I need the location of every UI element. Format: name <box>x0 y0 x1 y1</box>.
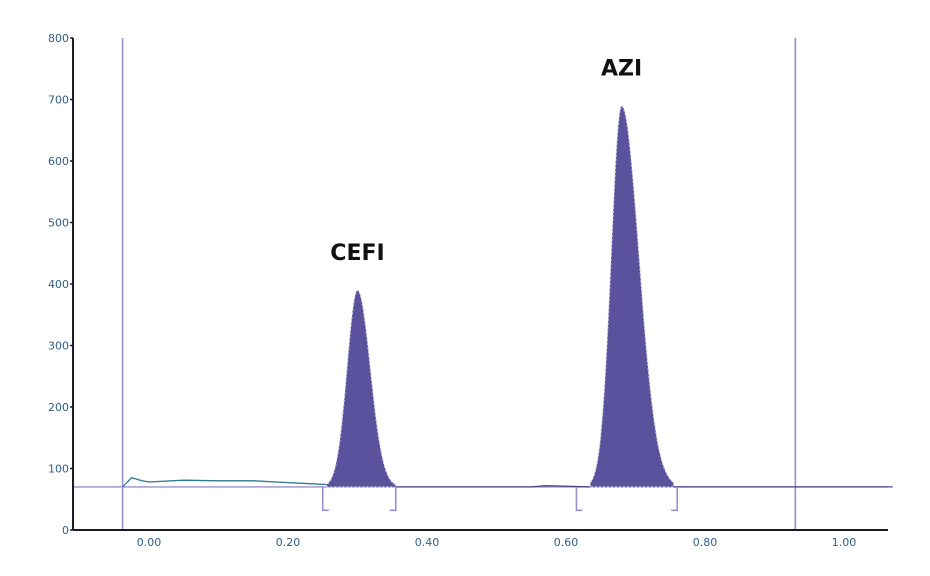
integration-brackets <box>321 486 678 512</box>
peak-label-azi: AZI <box>601 57 642 82</box>
peak-area-cefi <box>325 289 397 488</box>
y-tick-label: 500 <box>48 217 69 230</box>
axes <box>72 38 888 531</box>
y-axis-ticks: 0 100 200 300 400 500 600 700 800 <box>48 32 73 537</box>
y-tick-label: 600 <box>48 155 69 168</box>
y-tick-label: 400 <box>48 278 69 291</box>
peak-label-cefi: CEFI <box>330 241 384 266</box>
x-tick-label: 1.00 <box>832 536 857 549</box>
peak-area-azi <box>589 105 675 488</box>
trace-segment <box>395 485 591 488</box>
y-tick-label: 800 <box>48 32 69 45</box>
trace-segment <box>122 476 327 488</box>
bracket-start <box>575 486 583 512</box>
y-tick-label: 0 <box>62 524 69 537</box>
y-tick-label: 200 <box>48 401 69 414</box>
x-tick-label: 0.20 <box>276 536 301 549</box>
x-tick-label: 0.40 <box>415 536 440 549</box>
peak-areas <box>325 105 675 488</box>
bracket-end <box>389 486 397 512</box>
bracket-start <box>321 486 329 512</box>
x-tick-label: 0.80 <box>693 536 718 549</box>
y-tick-label: 700 <box>48 94 69 107</box>
y-tick-label: 300 <box>48 340 69 353</box>
x-tick-label: 0.60 <box>554 536 579 549</box>
y-tick-label: 100 <box>48 463 69 476</box>
peak-labels: CEFI AZI <box>330 57 642 266</box>
signal-trace <box>122 476 893 488</box>
bracket-end <box>671 486 678 512</box>
x-tick-label: 0.00 <box>137 536 162 549</box>
x-axis-ticks: 0.00 0.20 0.40 0.60 0.80 1.00 <box>137 536 857 549</box>
vertical-markers <box>121 38 797 530</box>
